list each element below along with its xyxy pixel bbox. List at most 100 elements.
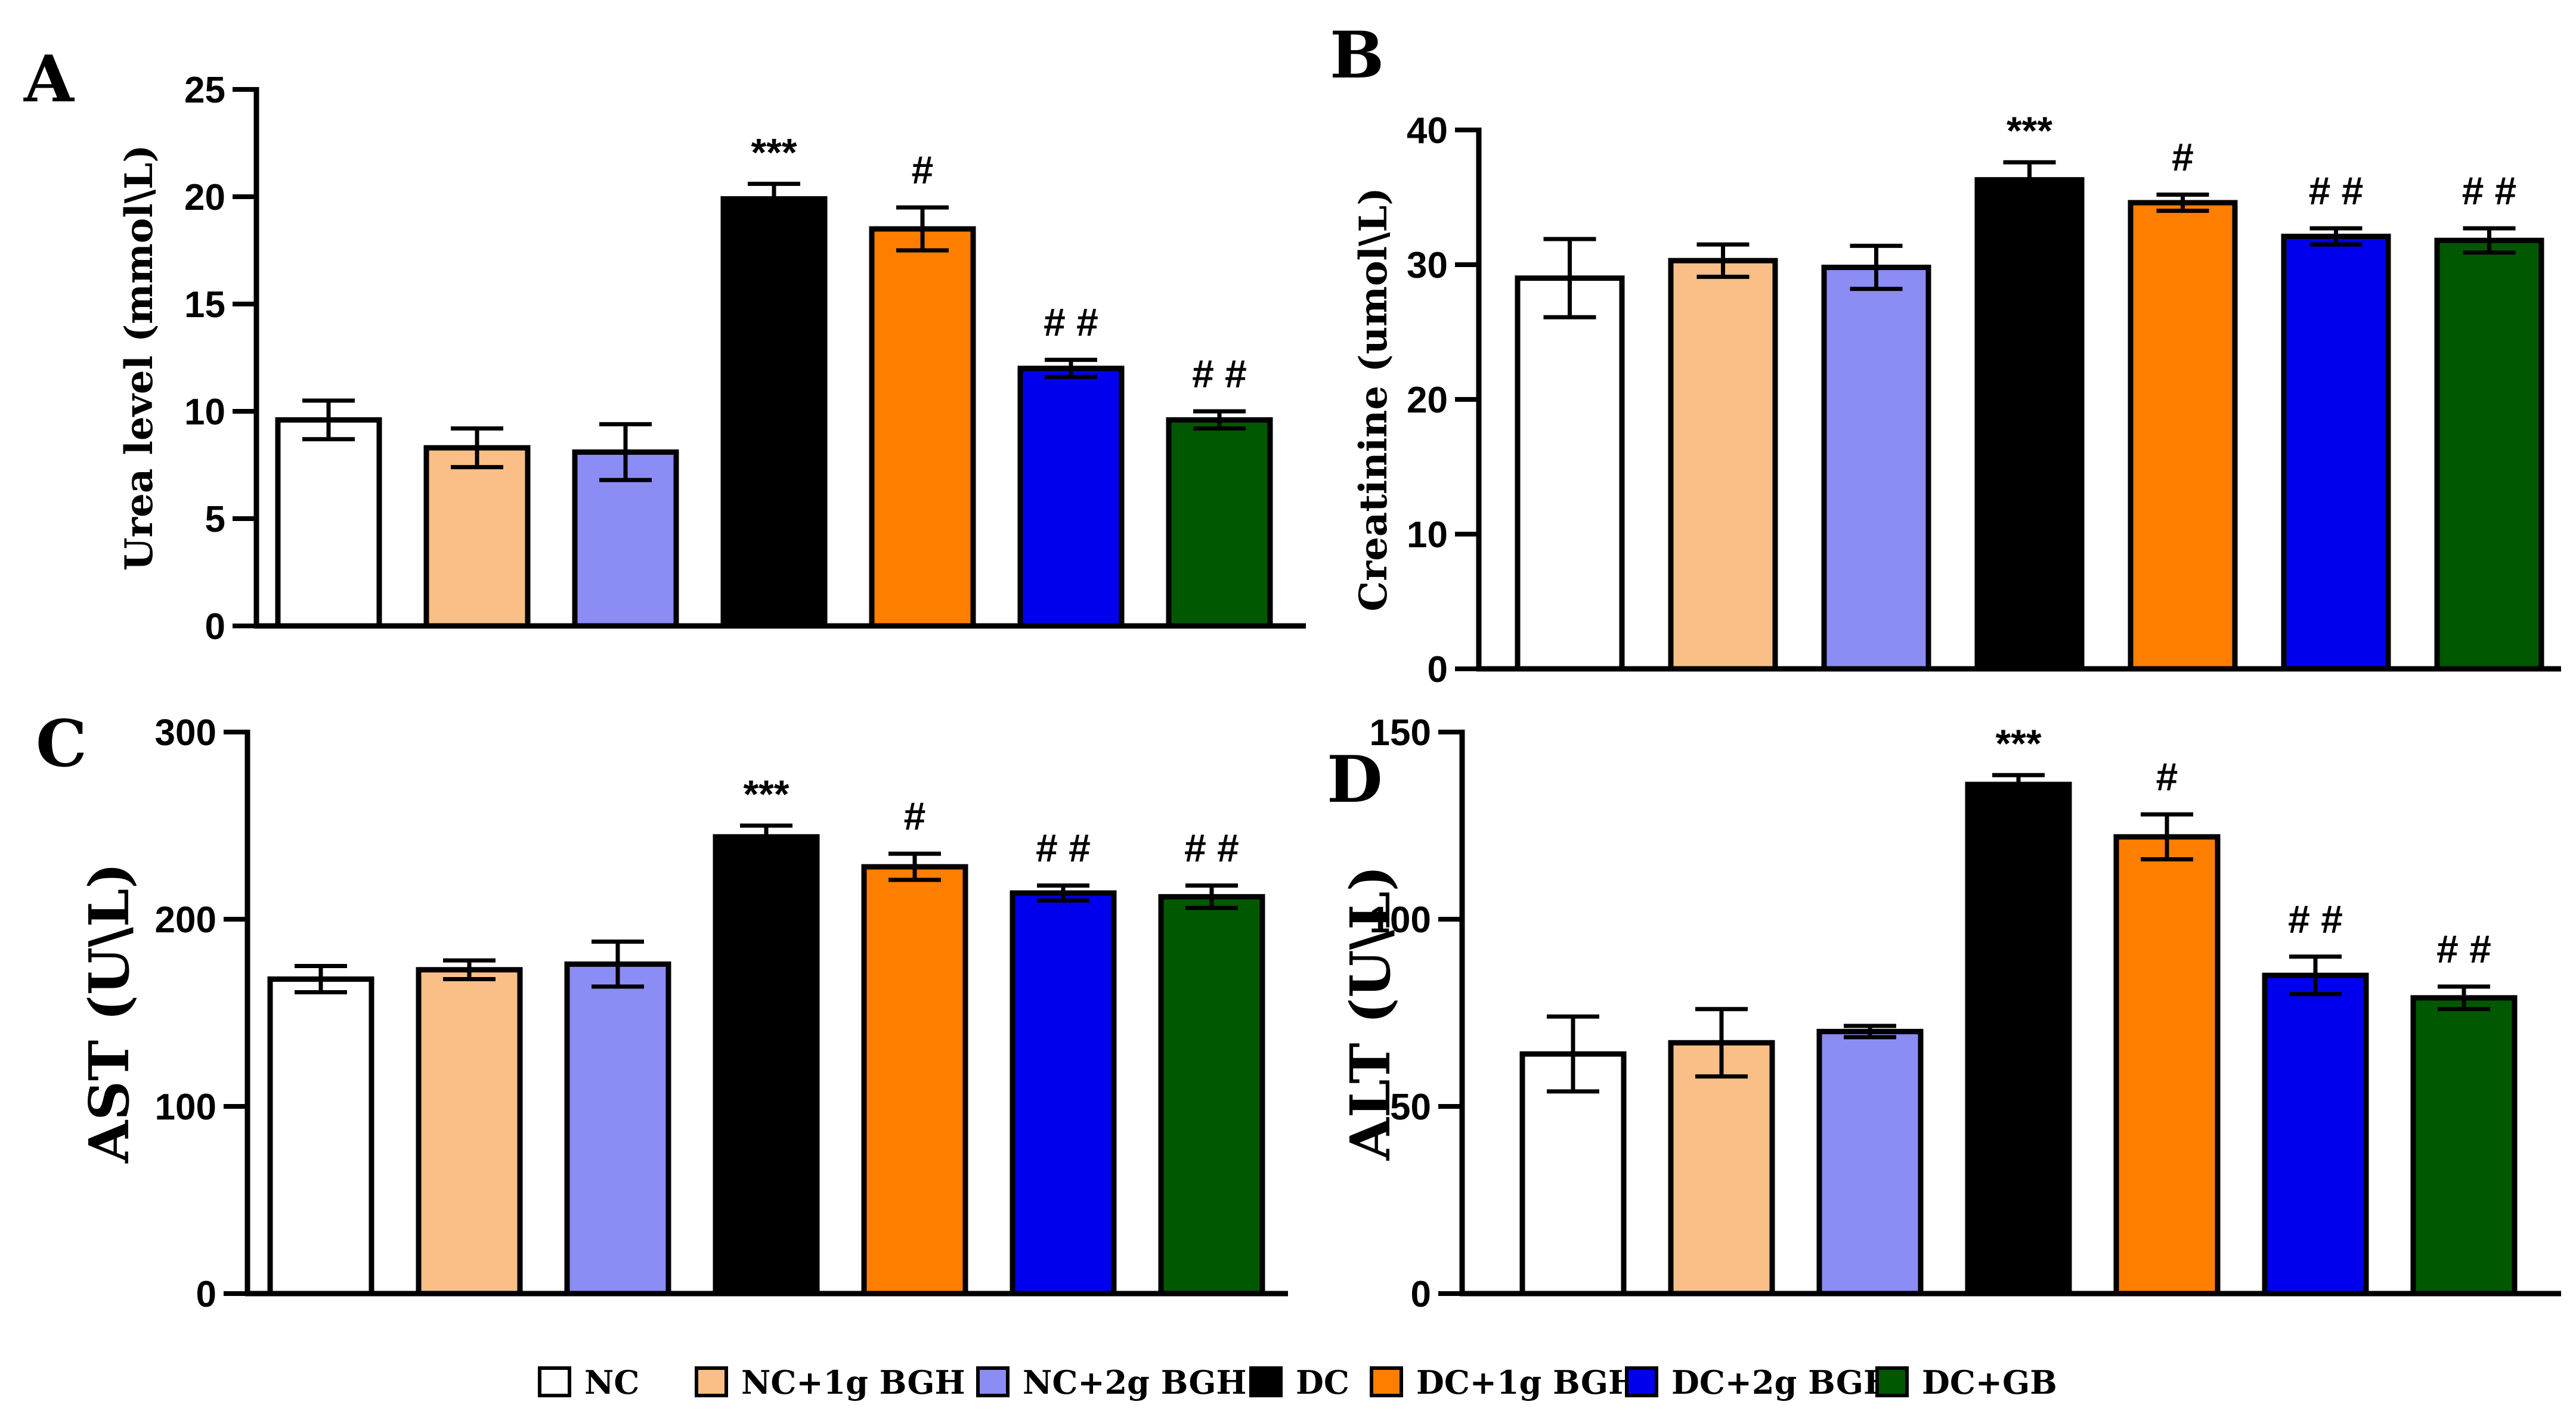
error-bar bbox=[896, 205, 949, 253]
error-bar bbox=[1193, 409, 1246, 431]
significance-label: # # bbox=[2288, 897, 2343, 941]
error-bar bbox=[748, 181, 800, 216]
bar bbox=[416, 967, 523, 1297]
legend-item: NC+2g BGH bbox=[976, 1363, 1247, 1401]
bar bbox=[1668, 258, 1778, 672]
error-bar bbox=[599, 422, 652, 482]
bar bbox=[423, 445, 531, 629]
bar bbox=[1816, 1028, 1924, 1297]
legend-label: DC+2g BGH bbox=[1671, 1363, 1894, 1401]
significance-label: # bbox=[2172, 135, 2194, 179]
significance-label: *** bbox=[743, 772, 789, 816]
y-tick-label: 300 bbox=[155, 712, 216, 753]
error-bar bbox=[888, 851, 941, 882]
legend-item: DC bbox=[1249, 1363, 1349, 1401]
error-bar bbox=[2156, 192, 2209, 213]
bar bbox=[1017, 365, 1125, 629]
legend-item: NC+1g BGH bbox=[695, 1363, 965, 1401]
legend-swatch bbox=[976, 1366, 1010, 1397]
y-tick-label: 100 bbox=[1370, 900, 1431, 941]
panel-letter: B bbox=[1330, 18, 1384, 93]
error-bar bbox=[740, 823, 792, 851]
legend-item: DC+1g BGH bbox=[1370, 1363, 1639, 1401]
bar bbox=[1668, 1040, 1775, 1297]
legend-label: DC+1g BGH bbox=[1416, 1363, 1639, 1401]
y-tick-label: 10 bbox=[1407, 514, 1448, 556]
legend-swatch bbox=[538, 1366, 571, 1397]
error-bar bbox=[2438, 984, 2490, 1012]
error-bar bbox=[1045, 358, 1097, 379]
significance-label: # bbox=[904, 794, 926, 838]
error-bar bbox=[2003, 160, 2056, 200]
bar bbox=[713, 834, 820, 1297]
y-tick-label: 50 bbox=[1390, 1087, 1431, 1128]
bar bbox=[869, 226, 976, 629]
legend: NC NC+1g BGH NC+2g BGH DC DC+1g BGH DC+2g BGH… bbox=[538, 1363, 2057, 1401]
significance-label: # # bbox=[1192, 352, 1247, 396]
error-bar bbox=[1185, 883, 1238, 910]
y-tick-label: 15 bbox=[184, 284, 225, 325]
y-tick-label: 30 bbox=[1407, 245, 1448, 286]
error-bar bbox=[1850, 243, 1903, 292]
error-bar bbox=[1844, 1024, 1896, 1040]
error-bar bbox=[2463, 226, 2516, 255]
chart-panel-d: D *** # # # # # 0 50 100 150 ALT (U\L) bbox=[1327, 712, 2561, 1315]
chart-panel-a: A *** # # # # # 0 5 10 15 20 25 Urea level (mmol\L) bbox=[23, 42, 1306, 647]
bar bbox=[720, 196, 828, 629]
y-tick-label: 0 bbox=[196, 1274, 216, 1315]
error-bar bbox=[2289, 954, 2342, 997]
error-bar bbox=[443, 958, 496, 981]
significance-label: # bbox=[2156, 755, 2178, 799]
significance-label: # # bbox=[1036, 826, 1091, 870]
y-tick-label: 200 bbox=[155, 900, 216, 941]
significance-label: # bbox=[912, 148, 934, 192]
significance-label: *** bbox=[751, 130, 797, 174]
chart-panel-c: C *** # # # # # 0 100 200 300 AST (U\L) bbox=[36, 706, 1288, 1315]
panel-letter: D bbox=[1327, 742, 1383, 817]
error-bar bbox=[1695, 1007, 1748, 1079]
bar bbox=[1515, 275, 1625, 672]
legend-label: NC+2g BGH bbox=[1023, 1363, 1247, 1401]
error-bar bbox=[295, 964, 347, 994]
error-bar bbox=[592, 939, 644, 989]
bar bbox=[2262, 972, 2369, 1297]
error-bar bbox=[2141, 812, 2193, 862]
bar bbox=[2281, 234, 2391, 672]
y-axis-title: AST (U\L) bbox=[77, 863, 141, 1164]
legend-swatch bbox=[1370, 1366, 1403, 1397]
y-tick-label: 150 bbox=[1370, 712, 1431, 753]
significance-label: # # bbox=[1184, 826, 1239, 870]
error-bar bbox=[1547, 1014, 1599, 1094]
y-tick-label: 10 bbox=[184, 392, 225, 433]
y-tick-label: 5 bbox=[205, 499, 225, 540]
legend-swatch bbox=[1249, 1366, 1283, 1397]
legend-item: DC+GB bbox=[1875, 1363, 2057, 1401]
significance-label: *** bbox=[2007, 108, 2052, 153]
y-tick-label: 0 bbox=[205, 606, 225, 647]
legend-swatch bbox=[1625, 1366, 1658, 1397]
y-tick-label: 25 bbox=[184, 70, 225, 111]
significance-label: # # bbox=[1044, 300, 1098, 345]
y-tick-label: 20 bbox=[1407, 380, 1448, 421]
bar bbox=[1158, 894, 1265, 1297]
bar bbox=[1974, 177, 2085, 672]
bar bbox=[564, 961, 671, 1297]
legend-label: NC+1g BGH bbox=[741, 1363, 965, 1401]
bar bbox=[267, 976, 374, 1297]
bar bbox=[1965, 782, 2072, 1297]
error-bar bbox=[2309, 226, 2363, 247]
bar bbox=[2128, 200, 2238, 672]
bar bbox=[2434, 237, 2544, 672]
bar bbox=[1010, 890, 1117, 1297]
y-tick-label: 20 bbox=[184, 177, 225, 218]
legend-item: NC bbox=[538, 1363, 639, 1401]
y-axis-title: Urea level (mmol\L) bbox=[117, 145, 162, 571]
y-tick-label: 0 bbox=[1411, 1274, 1431, 1315]
panel-letter: C bbox=[36, 706, 87, 782]
bar bbox=[275, 417, 382, 629]
error-bar bbox=[1543, 237, 1596, 320]
y-tick-label: 40 bbox=[1407, 110, 1448, 151]
panel-letter: A bbox=[23, 42, 75, 117]
bar bbox=[1166, 417, 1273, 629]
